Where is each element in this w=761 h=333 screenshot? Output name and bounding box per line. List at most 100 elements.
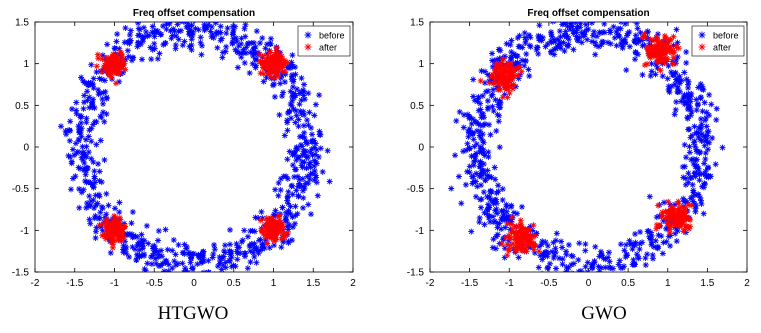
data-point-before bbox=[129, 54, 136, 61]
data-point-before bbox=[303, 139, 310, 146]
data-point-before bbox=[470, 178, 477, 185]
data-point-before bbox=[138, 239, 145, 246]
data-point-before bbox=[306, 109, 313, 116]
data-point-after bbox=[103, 66, 110, 73]
data-point-before bbox=[272, 186, 279, 193]
data-point-before bbox=[293, 144, 300, 151]
data-point-before bbox=[544, 242, 551, 249]
data-point-after bbox=[268, 217, 275, 224]
data-point-before bbox=[316, 92, 323, 99]
data-point-before bbox=[664, 75, 671, 82]
data-point-before bbox=[697, 81, 704, 88]
data-point-before bbox=[256, 237, 263, 244]
data-point-before bbox=[236, 244, 243, 251]
data-point-before bbox=[477, 106, 484, 113]
y-tick-label: 1.5 bbox=[15, 18, 29, 29]
data-point-before bbox=[308, 138, 315, 145]
data-point-before bbox=[486, 121, 493, 128]
data-point-before bbox=[129, 208, 136, 215]
data-point-before bbox=[275, 179, 282, 186]
data-point-before bbox=[551, 46, 558, 53]
data-point-before bbox=[297, 141, 304, 148]
data-point-before bbox=[258, 208, 265, 215]
data-point-after bbox=[284, 59, 291, 66]
data-point-after bbox=[504, 220, 511, 227]
data-point-before bbox=[685, 170, 692, 177]
data-point-before bbox=[452, 152, 459, 159]
data-point-before bbox=[90, 197, 97, 204]
data-point-before bbox=[228, 254, 235, 261]
data-point-after bbox=[659, 209, 666, 216]
data-point-before bbox=[124, 230, 131, 237]
data-point-before bbox=[645, 227, 652, 234]
data-point-before bbox=[168, 272, 174, 278]
data-point-before bbox=[98, 114, 105, 121]
data-point-before bbox=[701, 99, 708, 106]
data-point-before bbox=[166, 286, 172, 292]
data-point-after bbox=[112, 226, 119, 233]
data-point-before bbox=[287, 210, 294, 217]
data-point-before bbox=[312, 101, 319, 108]
data-point-before bbox=[565, 43, 572, 50]
data-point-before bbox=[682, 197, 689, 204]
data-point-before bbox=[214, 44, 221, 51]
data-point-after bbox=[273, 58, 280, 65]
data-point-after bbox=[118, 50, 125, 57]
legend: before after bbox=[297, 25, 351, 57]
data-point-before bbox=[199, 270, 205, 272]
data-point-before bbox=[481, 221, 488, 228]
data-point-after bbox=[105, 59, 112, 66]
data-point-before bbox=[241, 59, 248, 66]
data-point-before bbox=[161, 268, 168, 272]
data-point-after bbox=[647, 36, 654, 43]
x-tick-label: 1 bbox=[665, 278, 671, 289]
data-point-after bbox=[504, 94, 511, 101]
data-point-before bbox=[199, 249, 206, 256]
data-point-before bbox=[599, 277, 605, 283]
data-point-before bbox=[623, 67, 630, 74]
data-point-before bbox=[692, 208, 699, 215]
data-point-before bbox=[205, 269, 212, 272]
data-point-before bbox=[495, 188, 502, 195]
data-point-before bbox=[300, 122, 307, 129]
data-point-before bbox=[300, 87, 307, 94]
data-point-after bbox=[270, 67, 277, 74]
data-point-before bbox=[116, 199, 123, 206]
data-point-before bbox=[464, 140, 471, 147]
data-point-before bbox=[476, 214, 483, 221]
data-point-before bbox=[480, 122, 487, 129]
data-point-before bbox=[521, 62, 528, 69]
chart-title: Freq offset compensation bbox=[133, 8, 255, 19]
data-point-before bbox=[92, 228, 99, 235]
data-point-after bbox=[113, 69, 120, 76]
data-point-before bbox=[634, 25, 641, 32]
data-point-after bbox=[653, 52, 660, 59]
data-point-before bbox=[455, 173, 462, 180]
data-point-before bbox=[307, 149, 314, 156]
legend-label-before: before bbox=[713, 31, 739, 41]
data-point-before bbox=[559, 261, 566, 268]
data-point-after bbox=[258, 228, 265, 235]
data-point-after bbox=[268, 74, 275, 81]
data-point-before bbox=[519, 44, 526, 51]
data-point-before bbox=[285, 238, 292, 245]
data-point-after bbox=[109, 244, 116, 251]
data-point-before bbox=[479, 167, 486, 174]
data-point-before bbox=[696, 177, 703, 184]
data-point-after bbox=[99, 232, 106, 239]
data-point-before bbox=[484, 167, 491, 174]
data-point-after bbox=[104, 225, 111, 232]
data-point-before bbox=[205, 257, 212, 264]
data-point-before bbox=[138, 231, 145, 238]
data-point-after bbox=[497, 86, 504, 93]
data-point-before bbox=[181, 250, 188, 257]
data-point-before bbox=[631, 242, 638, 249]
data-point-after bbox=[272, 231, 279, 238]
data-point-before bbox=[315, 153, 322, 160]
data-point-before bbox=[466, 145, 473, 152]
data-point-before bbox=[582, 241, 589, 248]
data-point-after bbox=[498, 71, 505, 78]
data-point-after bbox=[673, 212, 680, 219]
data-point-before bbox=[313, 160, 320, 167]
data-point-before bbox=[606, 264, 613, 271]
